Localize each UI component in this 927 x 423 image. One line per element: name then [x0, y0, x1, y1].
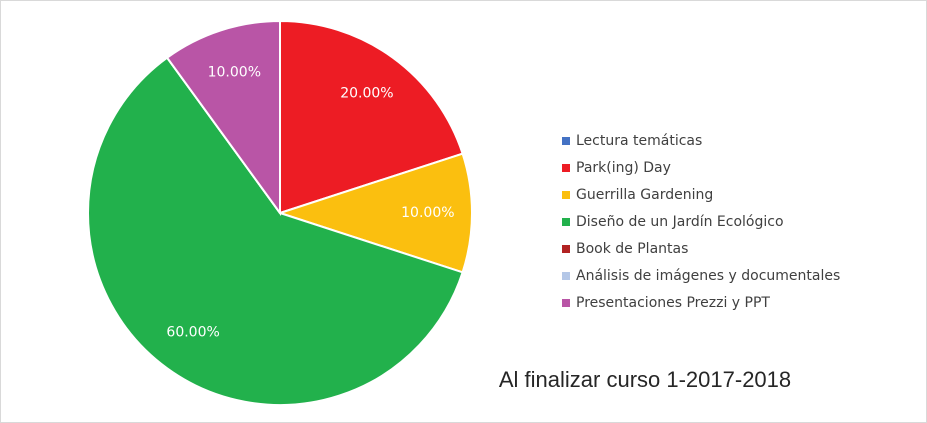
pie-slice: [279, 19, 464, 215]
legend-label: Park(ing) Day: [576, 160, 671, 176]
legend-swatch: [562, 272, 570, 280]
legend-swatch: [562, 191, 570, 199]
legend-label: Lectura temáticas: [576, 133, 702, 149]
pie-slice: [87, 56, 464, 406]
legend-swatch: [562, 164, 570, 172]
chart-title: Al finalizar curso 1-2017-2018: [499, 367, 791, 392]
data-label: 20.00%: [340, 85, 393, 101]
data-label: 10.00%: [401, 205, 454, 221]
legend-swatch: [562, 299, 570, 307]
legend-swatch: [562, 137, 570, 145]
legend-swatch: [562, 245, 570, 253]
pie-slice: [165, 19, 281, 217]
legend-label: Diseño de un Jardín Ecológico: [576, 214, 784, 230]
legend-label: Guerrilla Gardening: [576, 187, 713, 203]
legend-label: Book de Plantas: [576, 241, 688, 257]
legend-label: Análisis de imágenes y documentales: [576, 268, 840, 284]
legend-swatch: [562, 218, 570, 226]
pie-slice: [276, 152, 473, 274]
legend-label: Presentaciones Prezzi y PPT: [576, 295, 770, 311]
data-label: 10.00%: [208, 64, 261, 80]
data-label: 60.00%: [166, 325, 219, 341]
